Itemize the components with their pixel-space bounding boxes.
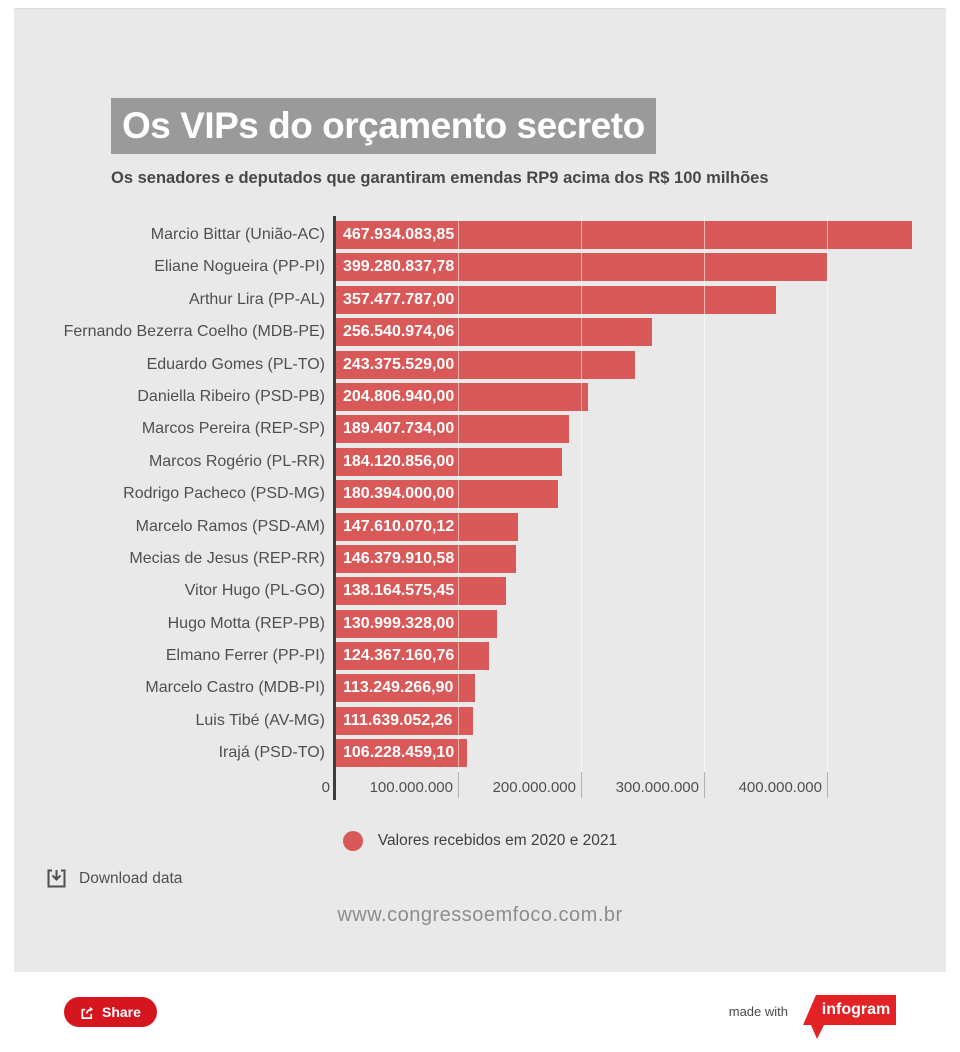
x-axis-label: 300.000.000 bbox=[615, 779, 699, 796]
bar[interactable]: 467.934.083,85 bbox=[336, 221, 912, 249]
legend-dot-icon bbox=[342, 831, 363, 851]
bar-value-label: 180.394.000,00 bbox=[343, 485, 455, 503]
download-data-button[interactable]: Download data bbox=[46, 868, 182, 889]
category-label: Vitor Hugo (PL-GO) bbox=[184, 582, 325, 600]
bar-row: Fernando Bezerra Coelho (MDB-PE) 256.540.… bbox=[0, 318, 960, 347]
bar-row: Marcos Rogério (PL-RR) 184.120.856,00 bbox=[0, 447, 960, 476]
gridline bbox=[704, 215, 705, 772]
x-axis-tick bbox=[581, 772, 582, 798]
bar-value-label: 111.639.052,26 bbox=[343, 711, 453, 729]
bar[interactable]: 130.999.328,00 bbox=[336, 609, 497, 638]
bar[interactable]: 184.120.856,00 bbox=[336, 447, 562, 476]
bar-value-label: 357.477.787,00 bbox=[343, 290, 455, 308]
chart-subtitle: Os senadores e deputados que garantiram … bbox=[111, 169, 769, 187]
bar[interactable]: 113.249.266,90 bbox=[336, 674, 475, 703]
category-label: Eduardo Gomes (PL-TO) bbox=[146, 355, 325, 373]
bar-value-label: 113.249.266,90 bbox=[343, 679, 454, 697]
bar-value-label: 147.610.070,12 bbox=[343, 517, 455, 535]
x-axis-label: 200.000.000 bbox=[492, 779, 576, 796]
bar-row: Daniella Ribeiro (PSD-PB) 204.806.940,00 bbox=[0, 382, 960, 411]
bar-row: Eduardo Gomes (PL-TO) 243.375.529,00 bbox=[0, 350, 960, 379]
bar-row: Mecias de Jesus (REP-RR) 146.379.910,58 bbox=[0, 544, 960, 573]
bar[interactable]: 256.540.974,06 bbox=[336, 318, 652, 347]
bar[interactable]: 124.367.160,76 bbox=[336, 642, 489, 671]
category-label: Eliane Nogueira (PP-PI) bbox=[154, 258, 325, 276]
category-label: Mecias de Jesus (REP-RR) bbox=[129, 549, 325, 567]
x-axis-label: 0 bbox=[321, 779, 330, 796]
bar-value-label: 124.367.160,76 bbox=[343, 647, 455, 665]
bar-value-label: 130.999.328,00 bbox=[343, 614, 455, 632]
bar-row: Marcos Pereira (REP-SP) 189.407.734,00 bbox=[0, 415, 960, 444]
bar[interactable]: 138.164.575,45 bbox=[336, 577, 506, 606]
bar-value-label: 106.228.459,10 bbox=[343, 744, 455, 762]
legend-label: Valores recebidos em 2020 e 2021 bbox=[377, 832, 618, 849]
bar[interactable]: 189.407.734,00 bbox=[336, 415, 569, 444]
x-axis-tick bbox=[827, 772, 828, 798]
x-axis-label: 100.000.000 bbox=[369, 779, 453, 796]
bar-row: Irajá (PSD-TO) 106.228.459,10 bbox=[0, 739, 960, 768]
infogram-logo[interactable]: infogram bbox=[790, 995, 896, 1039]
y-axis-line bbox=[333, 216, 336, 800]
bar-value-label: 138.164.575,45 bbox=[343, 582, 455, 600]
made-with-text: made with bbox=[728, 1004, 788, 1019]
category-label: Marcelo Castro (MDB-PI) bbox=[145, 679, 325, 697]
category-label: Daniella Ribeiro (PSD-PB) bbox=[137, 387, 325, 405]
download-label: Download data bbox=[79, 869, 183, 887]
bar[interactable]: 243.375.529,00 bbox=[336, 350, 635, 379]
bar[interactable]: 147.610.070,12 bbox=[336, 512, 518, 541]
x-axis-tick bbox=[704, 772, 705, 798]
download-icon bbox=[46, 868, 67, 889]
category-label: Marcelo Ramos (PSD-AM) bbox=[135, 517, 325, 535]
bar-value-label: 146.379.910,58 bbox=[343, 549, 455, 567]
bar-value-label: 256.540.974,06 bbox=[343, 323, 455, 341]
category-label: Irajá (PSD-TO) bbox=[218, 744, 325, 762]
bar-row: Hugo Motta (REP-PB) 130.999.328,00 bbox=[0, 609, 960, 638]
bar-value-label: 204.806.940,00 bbox=[343, 387, 455, 405]
bar[interactable]: 111.639.052,26 bbox=[336, 706, 473, 735]
category-label: Marcio Bittar (União-AC) bbox=[150, 226, 325, 243]
bar-value-label: 184.120.856,00 bbox=[343, 452, 455, 470]
x-axis-tick bbox=[458, 772, 459, 798]
bar-row: Vitor Hugo (PL-GO) 138.164.575,45 bbox=[0, 577, 960, 606]
bar-row: Luis Tibé (AV-MG) 111.639.052,26 bbox=[0, 706, 960, 735]
bar[interactable]: 180.394.000,00 bbox=[336, 480, 558, 509]
bar[interactable]: 106.228.459,10 bbox=[336, 739, 467, 768]
bar-row: Elmano Ferrer (PP-PI) 124.367.160,76 bbox=[0, 642, 960, 671]
bar-row: Arthur Lira (PP-AL) 357.477.787,00 bbox=[0, 285, 960, 314]
gridline bbox=[827, 215, 828, 772]
category-label: Luis Tibé (AV-MG) bbox=[195, 711, 325, 729]
bar-value-label: 467.934.083,85 bbox=[343, 226, 455, 243]
category-label: Marcos Rogério (PL-RR) bbox=[148, 452, 325, 470]
bar-rows: Marcio Bittar (União-AC) 467.934.083,85 El… bbox=[0, 221, 960, 772]
share-label: Share bbox=[102, 1004, 141, 1020]
chart-legend: Valores recebidos em 2020 e 2021 bbox=[0, 831, 960, 851]
category-label: Rodrigo Pacheco (PSD-MG) bbox=[123, 485, 325, 503]
category-label: Marcos Pereira (REP-SP) bbox=[141, 420, 325, 438]
bar[interactable]: 357.477.787,00 bbox=[336, 285, 776, 314]
share-button[interactable]: Share bbox=[64, 997, 157, 1027]
bar-row: Marcelo Castro (MDB-PI) 113.249.266,90 bbox=[0, 674, 960, 703]
source-website: www.congressoemfoco.com.br bbox=[337, 904, 623, 926]
bar-row: Marcio Bittar (União-AC) 467.934.083,85 bbox=[0, 221, 960, 249]
bar-row: Rodrigo Pacheco (PSD-MG) 180.394.000,00 bbox=[0, 480, 960, 509]
bar-row: Eliane Nogueira (PP-PI) 399.280.837,78 bbox=[0, 253, 960, 282]
bar-value-label: 243.375.529,00 bbox=[343, 355, 455, 373]
bar-row: Marcelo Ramos (PSD-AM) 147.610.070,12 bbox=[0, 512, 960, 541]
share-icon bbox=[80, 1005, 95, 1020]
bar[interactable]: 204.806.940,00 bbox=[336, 382, 588, 411]
x-axis-label: 400.000.000 bbox=[738, 779, 822, 796]
page-title: Os VIPs do orçamento secreto bbox=[122, 105, 645, 146]
title-block: Os VIPs do orçamento secreto bbox=[111, 98, 656, 154]
category-label: Arthur Lira (PP-AL) bbox=[188, 290, 325, 308]
infogram-brand-label: infogram bbox=[821, 1001, 891, 1018]
bar-value-label: 399.280.837,78 bbox=[343, 258, 455, 276]
category-label: Elmano Ferrer (PP-PI) bbox=[165, 647, 325, 665]
gridline bbox=[458, 215, 459, 772]
bar-value-label: 189.407.734,00 bbox=[343, 420, 455, 438]
category-label: Hugo Motta (REP-PB) bbox=[167, 614, 325, 632]
gridline bbox=[581, 215, 582, 772]
bar[interactable]: 146.379.910,58 bbox=[336, 544, 516, 573]
category-label: Fernando Bezerra Coelho (MDB-PE) bbox=[63, 323, 325, 341]
